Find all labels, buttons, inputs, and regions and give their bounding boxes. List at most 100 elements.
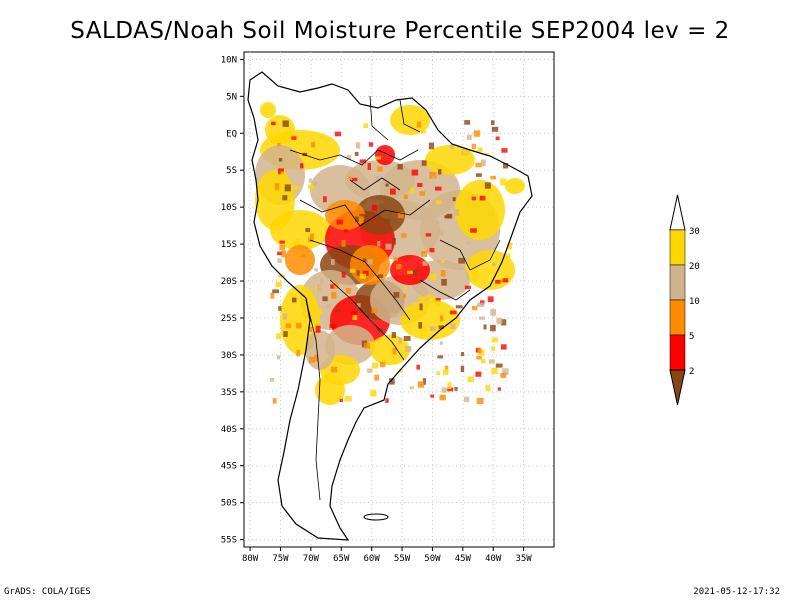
moisture-speckle — [336, 219, 343, 225]
moisture-speckle — [277, 142, 281, 147]
lat-tick-label: 45S — [221, 462, 237, 472]
colorbar-label: 30 — [689, 227, 700, 237]
moisture-speckle — [280, 171, 286, 178]
moisture-speckle — [404, 346, 412, 352]
moisture-speckle — [274, 183, 280, 191]
moisture-speckle — [367, 259, 373, 265]
moisture-patch — [325, 200, 365, 230]
moisture-speckle — [422, 261, 428, 266]
moisture-speckle — [270, 292, 275, 299]
moisture-speckle — [467, 376, 475, 383]
moisture-speckle — [500, 319, 507, 326]
moisture-patch — [505, 178, 525, 194]
moisture-speckle — [471, 196, 476, 201]
moisture-speckle — [495, 136, 500, 141]
moisture-speckle — [477, 147, 483, 153]
moisture-speckle — [490, 324, 496, 332]
moisture-speckle — [491, 337, 498, 343]
moisture-speckle — [483, 324, 487, 330]
moisture-speckle — [270, 377, 275, 382]
moisture-speckle — [430, 394, 435, 398]
colorbar-label: 2 — [689, 367, 694, 377]
colorbar-segment — [669, 299, 686, 336]
moisture-speckle — [440, 270, 446, 277]
moisture-speckle — [349, 268, 356, 273]
moisture-speckle — [441, 259, 445, 263]
colorbar-bottom-arrow — [669, 369, 686, 406]
moisture-speckle — [391, 332, 397, 339]
moisture-speckle — [403, 286, 407, 290]
colorbar-label: 10 — [689, 297, 700, 307]
moisture-speckle — [351, 177, 358, 182]
moisture-speckle — [496, 317, 503, 325]
moisture-speckle — [322, 296, 328, 302]
moisture-speckle — [409, 187, 415, 194]
moisture-speckle — [276, 333, 282, 340]
moisture-speckle — [330, 366, 338, 373]
moisture-speckle — [441, 278, 447, 286]
moisture-speckle — [377, 274, 384, 278]
moisture-speckle — [346, 201, 350, 206]
moisture-speckle — [479, 300, 485, 305]
moisture-speckle — [432, 296, 436, 304]
moisture-speckle — [501, 148, 508, 153]
moisture-speckle — [389, 378, 395, 385]
lon-tick-label: 50W — [424, 554, 441, 564]
moisture-patch — [325, 325, 375, 365]
moisture-speckle — [308, 178, 313, 183]
moisture-speckle — [276, 355, 281, 360]
moisture-speckle — [463, 396, 470, 403]
moisture-speckle — [479, 195, 486, 201]
moisture-speckle — [314, 354, 319, 362]
moisture-speckle — [480, 159, 486, 166]
moisture-speckle — [326, 304, 332, 308]
moisture-speckle — [359, 159, 366, 164]
moisture-patch — [265, 115, 295, 145]
moisture-speckle — [309, 233, 314, 239]
colorbar-segment — [669, 264, 686, 301]
moisture-speckle — [318, 308, 323, 314]
moisture-speckle — [460, 352, 465, 356]
colorbar-segment — [669, 229, 686, 266]
moisture-speckle — [491, 367, 498, 375]
moisture-speckle — [357, 216, 364, 224]
soil-moisture-field — [255, 102, 525, 405]
moisture-speckle — [307, 326, 313, 333]
moisture-speckle — [354, 151, 359, 156]
moisture-speckle — [319, 135, 324, 139]
moisture-speckle — [330, 284, 335, 289]
moisture-speckle — [447, 387, 454, 392]
moisture-speckle — [363, 342, 371, 349]
moisture-speckle — [293, 239, 300, 245]
lon-tick-label: 40W — [485, 554, 502, 564]
moisture-speckle — [464, 120, 471, 125]
moisture-speckle — [396, 263, 402, 270]
moisture-speckle — [492, 262, 496, 267]
moisture-speckle — [437, 355, 444, 359]
moisture-speckle — [272, 398, 277, 404]
moisture-speckle — [301, 312, 308, 316]
moisture-speckle — [279, 244, 286, 251]
lat-tick-label: 10S — [221, 203, 237, 213]
moisture-speckle — [336, 309, 341, 313]
moisture-speckle — [368, 142, 374, 147]
lon-tick-label: 60W — [364, 554, 381, 564]
moisture-speckle — [411, 169, 419, 176]
moisture-speckle — [407, 270, 413, 275]
moisture-speckle — [300, 163, 304, 169]
moisture-patch — [455, 180, 505, 240]
moisture-speckle — [491, 346, 495, 352]
moisture-speckle — [323, 196, 327, 203]
moisture-speckle — [473, 130, 481, 137]
moisture-speckle — [385, 243, 392, 250]
moisture-speckle — [438, 228, 444, 236]
moisture-speckle — [477, 302, 484, 308]
moisture-speckle — [334, 131, 342, 137]
moisture-patch — [315, 375, 345, 405]
footer-credit: GrADS: COLA/IGES — [4, 587, 91, 597]
moisture-speckle — [463, 149, 470, 155]
moisture-speckle — [352, 315, 358, 320]
moisture-speckle — [466, 134, 472, 140]
moisture-speckle — [362, 258, 367, 262]
moisture-speckle — [421, 129, 426, 134]
